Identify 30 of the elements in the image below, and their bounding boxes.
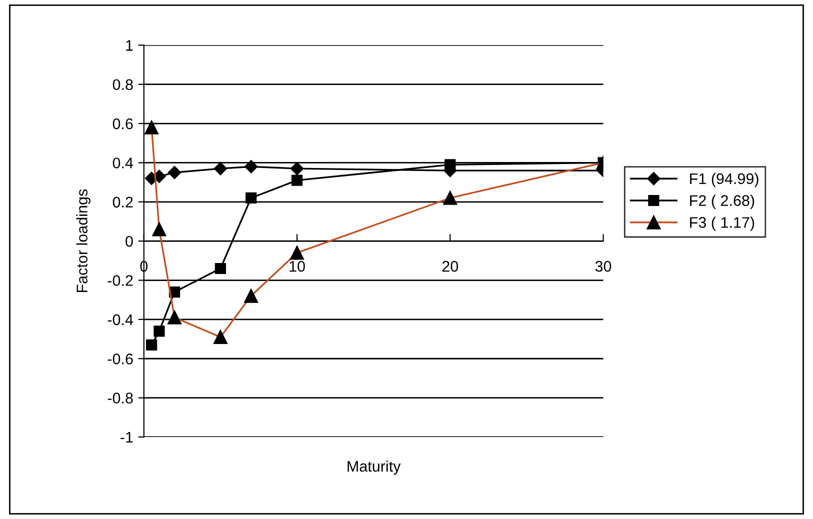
legend-label: F3 ( 1.17) [690,216,754,231]
point [290,162,304,176]
x-tick-label: 20 [442,260,458,272]
y-tick-label: -0.8 [108,392,133,404]
point [154,326,165,337]
x-tick-label: 10 [290,260,305,272]
y-tick-label: 0.6 [112,118,133,130]
y-tick-label: -1 [120,432,133,443]
legend-label: F1 (94.99) [690,172,758,188]
point [444,159,456,170]
point [168,166,182,180]
y-axis-title: Factor loadings [76,189,90,292]
legend-label: F2 ( 2.68) [690,194,754,210]
y-tick-label: 1 [126,40,133,51]
y-tick-label: 0 [126,236,133,247]
point [244,160,258,174]
point [246,192,257,204]
y-tick-label: -0.6 [108,353,133,364]
y-tick-label: 0.4 [112,158,134,168]
y-tick-label: 0.8 [112,79,133,90]
point [214,262,226,274]
x-tick-label: 30 [595,260,612,272]
y-tick-label: 0.2 [112,196,133,208]
y-tick-label: -0.4 [108,314,134,326]
point [152,170,166,184]
point [146,339,158,350]
point [214,162,228,176]
x-axis-title: Maturity [348,460,401,475]
point [291,174,303,186]
y-tick-label: -0.2 [108,275,133,286]
